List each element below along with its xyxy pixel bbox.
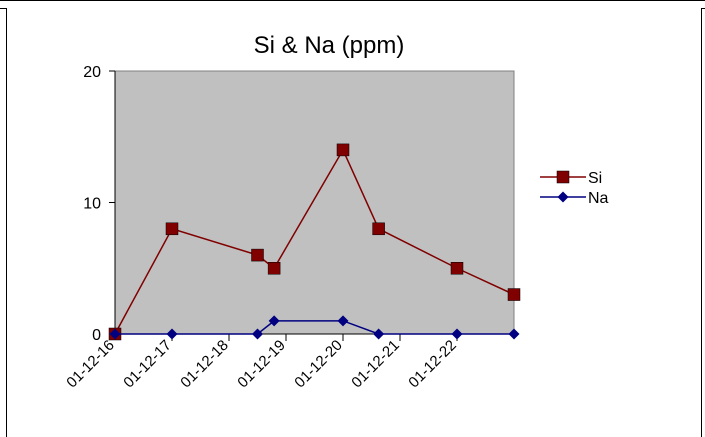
data-point-si <box>165 222 179 236</box>
frame-left-tick <box>0 8 7 9</box>
data-point-si <box>372 222 385 236</box>
frame-right-tick <box>701 8 705 9</box>
legend-label-si: Si <box>588 170 602 187</box>
data-point-na <box>166 328 178 340</box>
data-point-na <box>252 328 263 340</box>
x-tick-label: 01-12-18 <box>177 337 231 391</box>
data-point-si <box>507 288 521 301</box>
y-tick-label: 20 <box>83 64 101 81</box>
x-tick-label: 01-12-17 <box>120 337 174 391</box>
frame-left-border <box>6 8 7 437</box>
frame-right-border <box>701 8 702 437</box>
x-tick-label: 01-12-19 <box>234 337 288 391</box>
data-point-na <box>373 328 385 340</box>
data-point-na <box>451 328 463 340</box>
x-tick-label: 01-12-20 <box>291 337 345 391</box>
legend-label-na: Na <box>588 190 609 207</box>
y-tick-label: 0 <box>92 327 101 344</box>
x-tick-label: 01-12-21 <box>348 337 402 391</box>
data-point-na <box>268 315 280 327</box>
data-point-si <box>336 143 350 157</box>
data-point-na <box>337 315 349 327</box>
frame-top-border <box>0 0 705 1</box>
legend-marker-si <box>556 170 570 184</box>
y-tick-label: 10 <box>83 196 101 213</box>
data-point-na <box>508 328 520 340</box>
chart-title: Si & Na (ppm) <box>254 32 405 59</box>
x-tick-label: 01-12-22 <box>405 337 459 391</box>
data-point-si <box>251 248 264 262</box>
series-line-si <box>114 148 515 335</box>
x-tick-label: 01-12-16 <box>63 337 117 391</box>
legend-marker-na <box>557 191 569 203</box>
plot-area <box>114 70 515 335</box>
series-line-na <box>115 320 514 335</box>
data-point-si <box>267 262 281 275</box>
data-point-na <box>109 328 121 340</box>
data-point-si <box>450 262 464 275</box>
